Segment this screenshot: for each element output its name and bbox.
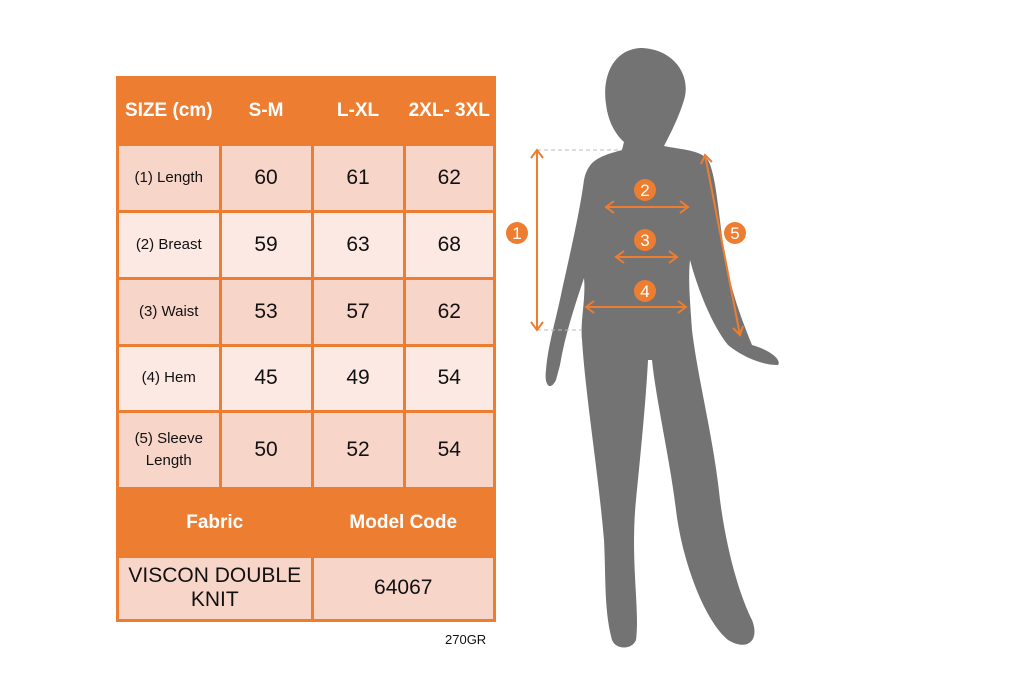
- size-value: 57: [313, 279, 403, 344]
- size-value: 62: [405, 279, 493, 344]
- size-value: 63: [313, 212, 403, 277]
- row-label: (4) Hem: [119, 346, 219, 410]
- fabric-header: Fabric: [186, 511, 244, 533]
- female-silhouette: [545, 48, 779, 648]
- column-header: L-XL: [336, 100, 380, 122]
- measurement-arrows: [530, 148, 744, 337]
- size-value: 60: [221, 145, 311, 210]
- column-header: S-M: [248, 100, 284, 122]
- size-chart-table: SIZE (cm) S-M L-XL 2XL- 3XL (1) Length 60 61 62…: [116, 76, 496, 622]
- measurement-badge: [506, 222, 528, 244]
- size-value: 45: [221, 346, 311, 410]
- size-value: 53: [221, 279, 311, 344]
- measurement-badge-number: 4: [640, 282, 649, 301]
- row-label: (5) Sleeve Length: [119, 412, 219, 487]
- measurement-badge-number: 1: [512, 224, 521, 243]
- measurement-badge-number: 5: [730, 224, 739, 243]
- fabric-value: VISCON DOUBLE KNIT: [119, 557, 311, 619]
- fabric-weight-note: 270GR: [445, 632, 487, 647]
- measurement-badge: [634, 179, 656, 201]
- size-value: 61: [313, 145, 403, 210]
- model-code-value: 64067: [313, 557, 493, 619]
- measurement-badge: [634, 280, 656, 302]
- measurement-badge-number: 2: [640, 181, 649, 200]
- measurement-badge: [724, 222, 746, 244]
- size-value: 50: [221, 412, 311, 487]
- size-value: 49: [313, 346, 403, 410]
- size-value: 52: [313, 412, 403, 487]
- size-value: 68: [405, 212, 493, 277]
- measurement-badge: [634, 229, 656, 251]
- row-label: (2) Breast: [119, 212, 219, 277]
- model-code-header: Model Code: [349, 511, 458, 533]
- size-value: 62: [405, 145, 493, 210]
- row-label: (3) Waist: [119, 279, 219, 344]
- size-value: 54: [405, 346, 493, 410]
- size-value: 59: [221, 212, 311, 277]
- column-header: 2XL- 3XL: [408, 100, 490, 122]
- row-label: (1) Length: [119, 145, 219, 210]
- size-value: 54: [405, 412, 493, 487]
- column-header: SIZE (cm): [124, 100, 213, 122]
- measurement-badge-number: 3: [640, 231, 649, 250]
